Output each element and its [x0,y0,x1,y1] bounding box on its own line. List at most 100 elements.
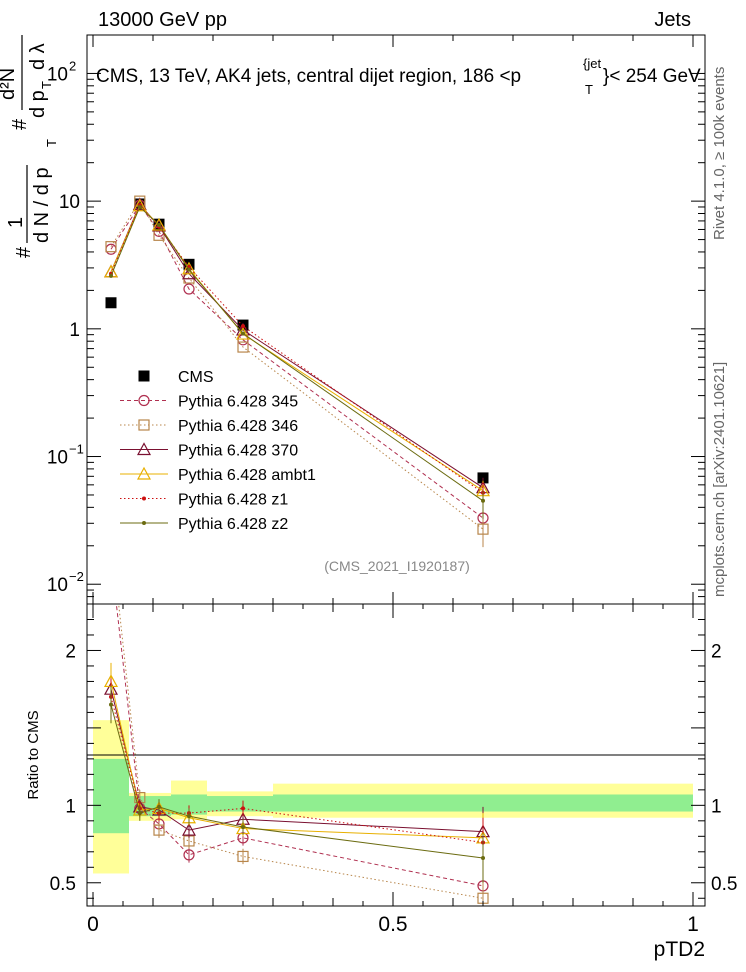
data-point [481,498,485,503]
legend-label: Pythia 6.428 ambt1 [178,467,316,484]
ratio-series-pythia-6-428-z2 [109,686,485,883]
ratio-line [110,681,484,839]
ratio-point [137,811,142,816]
series-line [110,206,484,502]
lower-frame [86,603,706,907]
mcplots-label: mcplots.cern.ch [arXiv:2401.10621] [711,362,728,597]
ratio-line [115,604,484,887]
legend-marker [138,394,150,407]
ylabel-hash2: # [9,118,31,130]
ratio-line [110,704,484,859]
title-suffix: }< 254 GeV [603,66,701,87]
legend-entry: Pythia 6.428 346 [120,418,298,435]
lower-panel-bands [93,720,693,874]
legend-entry: Pythia 6.428 370 [120,442,298,460]
data-point [477,523,489,535]
ylabel-hash1: # [13,246,35,258]
legend-marker [136,442,152,456]
data-point [241,331,245,336]
title-prefix: CMS, 13 TeV, AK4 jets, central dijet reg… [96,66,521,87]
legend-label: CMS [178,369,214,386]
stat-band [207,796,273,812]
ylabel-dlambda: d λ [27,43,49,70]
ratio-point [109,702,113,707]
ylabel-one: 1 [5,217,27,228]
ratio-point [241,806,245,811]
ratio-line [118,604,484,899]
data-point [132,198,147,212]
upper-y-tick-label-base: 10 [47,64,68,85]
data-point [235,326,251,340]
upper-y-tick-label-exp: −2 [69,569,84,584]
upper-y-tick-label: 10 [59,192,80,213]
legend-marker [136,466,152,480]
upper-series [103,195,491,548]
data-point [105,241,117,253]
legend-marker [142,521,146,525]
lower-y-tick-label: 2 [65,641,76,662]
upper-y-tick-label: 1 [69,320,80,341]
upper-series-pythia-6-428-z1 [109,203,485,511]
data-point [151,217,167,231]
data-point [183,258,195,270]
ratio-series-pythia-6-428-345 [106,553,489,906]
rivet-label-wrap: Rivet 4.1.0, ≥ 100k events [711,67,728,240]
ratio-point [241,825,245,830]
stat-band [93,758,129,834]
upper-y-tick-label-exp: 2 [69,58,76,73]
data-point [183,283,195,295]
legend-entry: Pythia 6.428 ambt1 [120,466,316,484]
lower-y-label-wrap: Ratio to CMS [25,710,42,799]
upper-series-pythia-6-428-z2 [109,204,485,519]
legend-label: Pythia 6.428 345 [178,394,298,411]
x-tick-label: 0.5 [378,913,407,936]
ratio-series-pythia-6-428-370 [103,670,491,857]
stat-band [171,794,207,815]
upper-series-pythia-6-428-345 [105,199,489,537]
legend-marker [138,419,150,431]
lower-y-tick-label: 1 [65,796,76,817]
ratio-point [237,850,249,863]
ratio-point [153,824,165,836]
lower-y-tick-label-right: 0.5 [711,874,737,895]
legend-entry: CMS [138,369,214,386]
data-point [237,341,249,353]
ylabel-den: d p [27,90,49,118]
ratio-point [481,855,485,860]
ratio-point [157,804,161,809]
ratio-point [106,553,116,563]
legend-marker [142,496,146,501]
lower-y-tick-label-right: 2 [711,641,722,662]
legend-label: Pythia 6.428 370 [178,443,298,460]
ratio-point [106,529,116,539]
mcplots-label-wrap: mcplots.cern.ch [arXiv:2401.10621] [711,362,728,597]
data-point [241,324,245,329]
upper-y-tick-label-base: 10 [47,448,68,469]
legend: CMS Pythia 6.428 345 Pythia 6.428 346 Pythi… [120,369,316,533]
rivet-label: Rivet 4.1.0, ≥ 100k events [711,67,728,240]
data-point [105,297,117,309]
lower-axes: 0.5 0.5 1 1 2 2 0 0.5 1 [50,604,737,936]
header-right: Jets [654,9,691,31]
legend-label: Pythia 6.428 346 [178,418,298,435]
upper-y-tick-label-base: 10 [47,575,68,596]
title-sup: {jet [583,56,601,71]
stat-band [273,794,693,812]
x-axis-label: pTD2 [654,938,705,961]
x-tick-label: 0 [87,913,99,936]
chart-title: CMS, 13 TeV, AK4 jets, central dijet reg… [96,56,701,97]
upper-y-tick-label-exp: −1 [69,442,84,457]
data-point [181,261,197,275]
data-point [187,267,191,272]
lower-y-tick-label: 0.5 [50,874,76,895]
ratio-point [187,814,191,819]
upper-series-pythia-6-428-370 [103,197,491,506]
ratio-point [183,849,195,861]
data-point [109,273,113,278]
ylabel-dN-T: T [44,139,59,147]
legend-label: Pythia 6.428 z2 [178,516,288,533]
title-sub: T [585,82,593,97]
data-point [137,204,142,209]
